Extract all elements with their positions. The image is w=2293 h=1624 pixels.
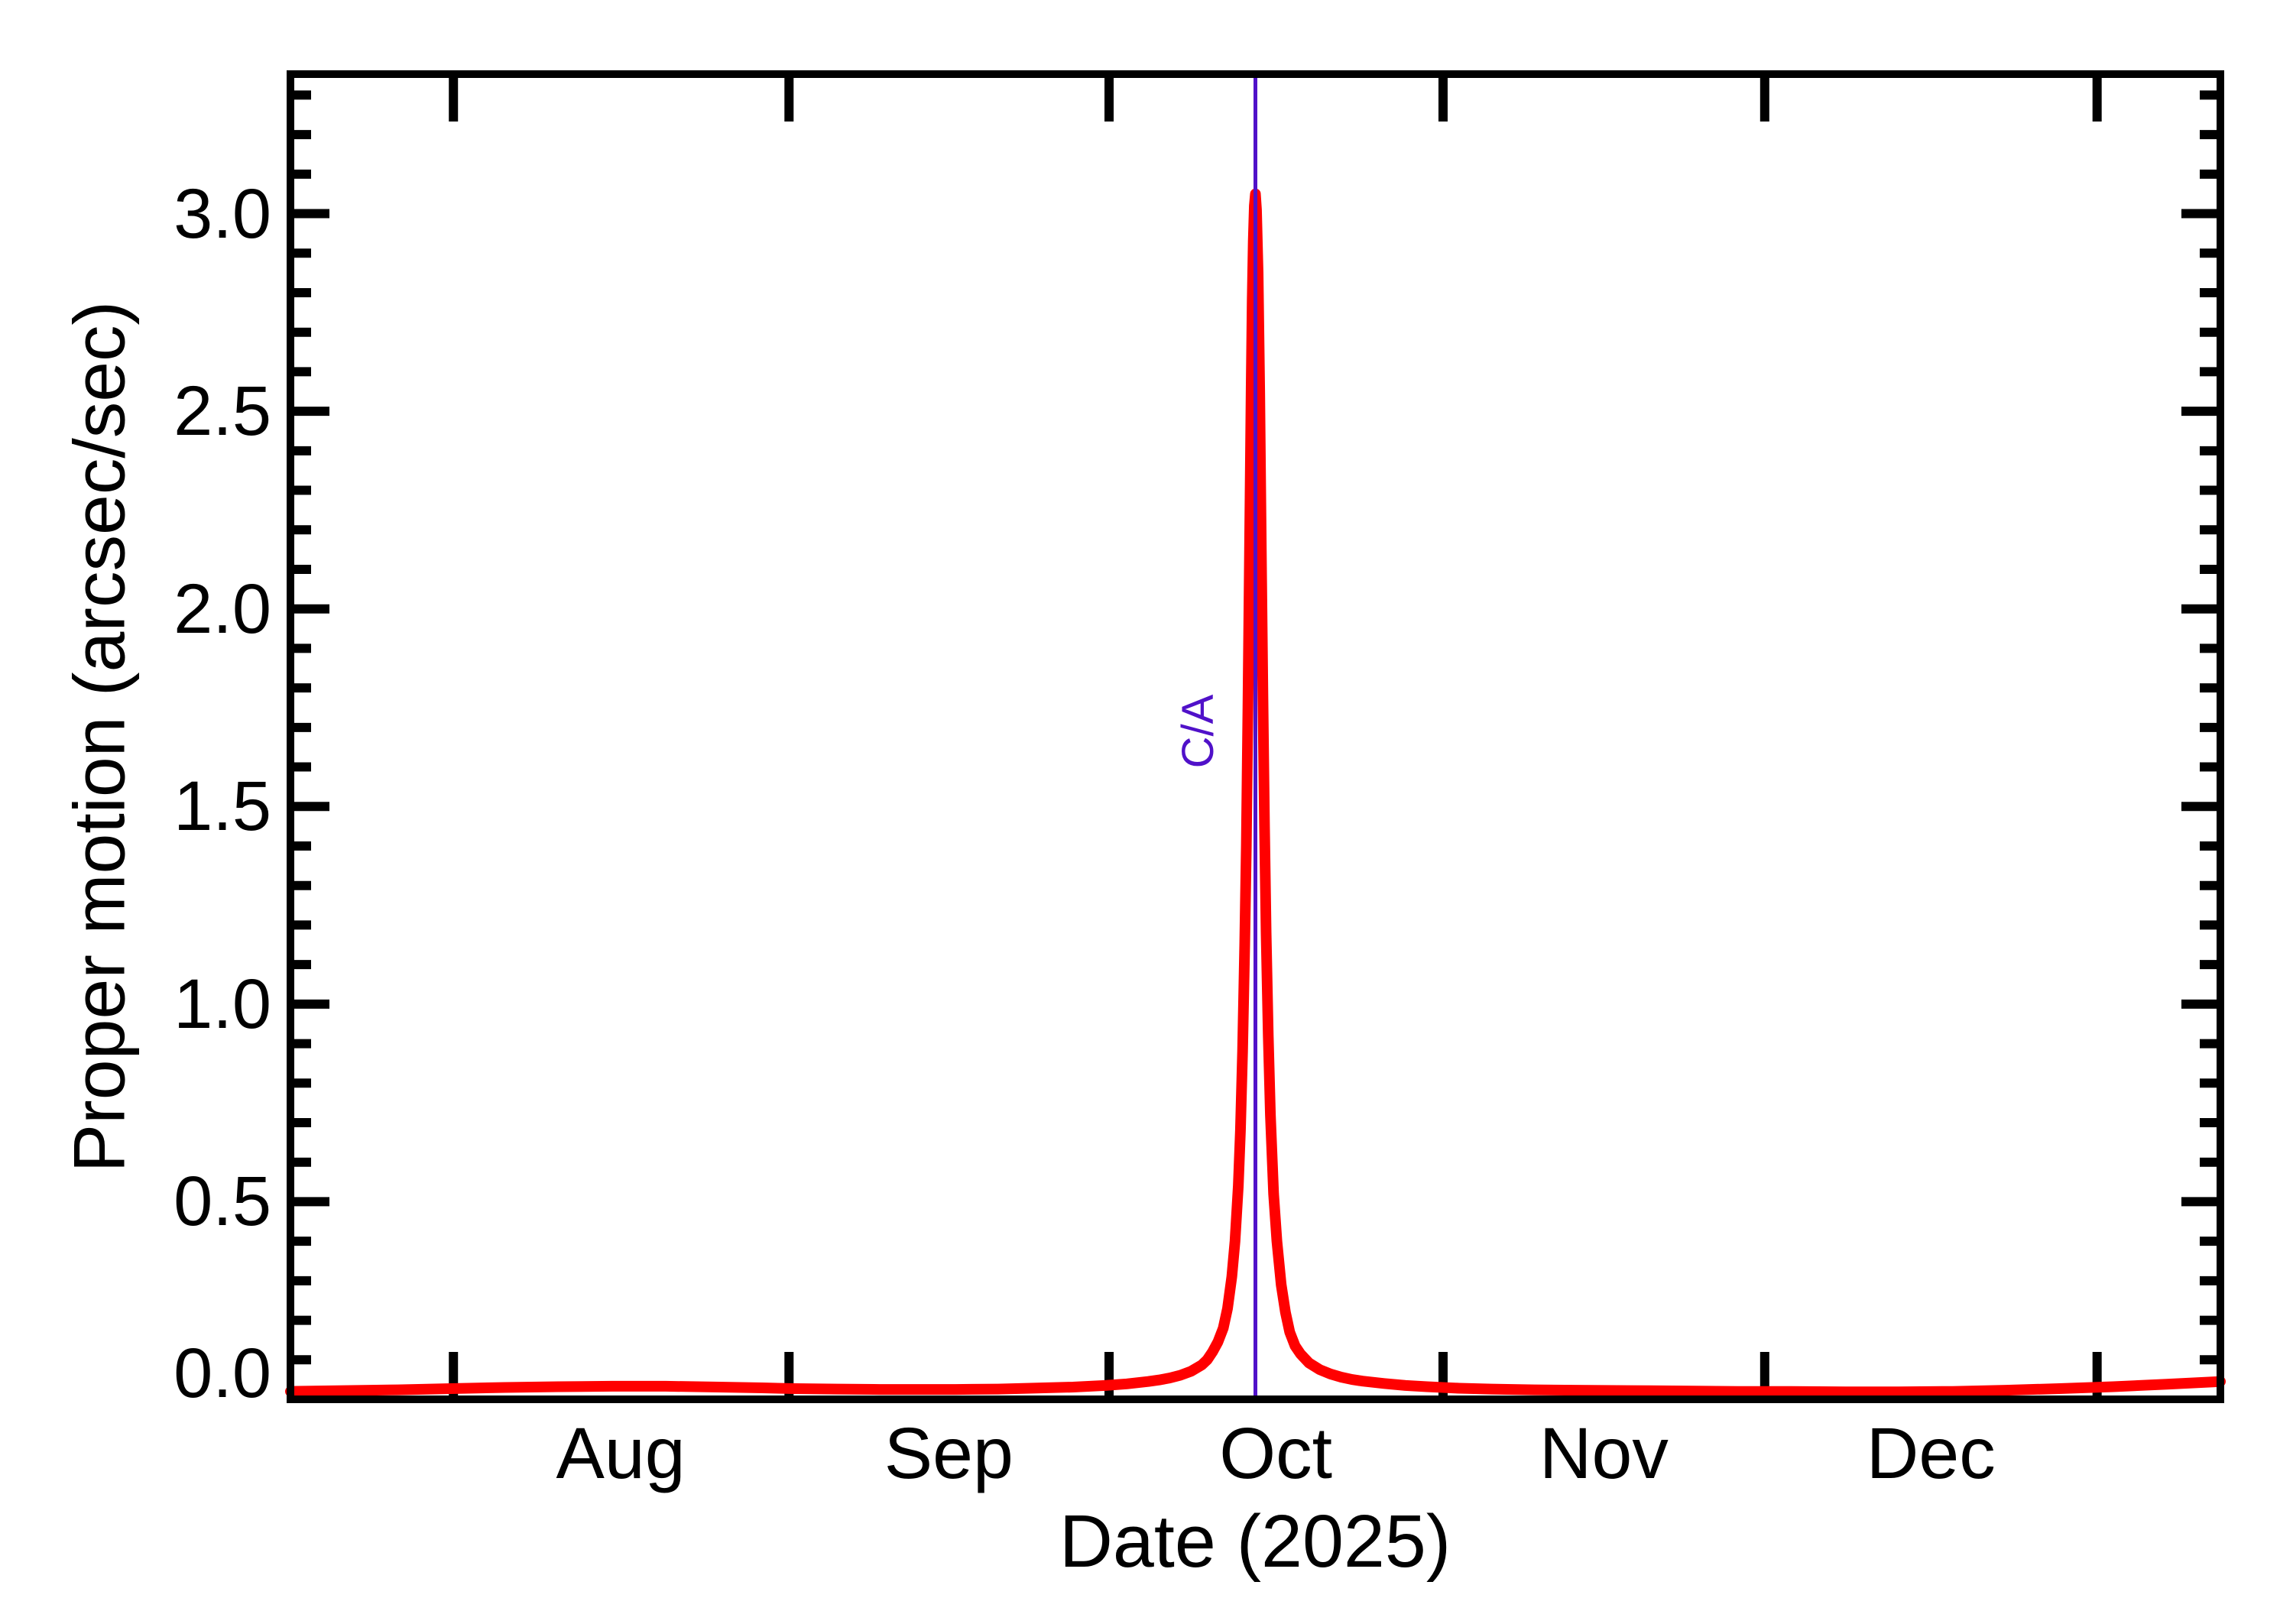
y-tick-label: 0.0 <box>174 1334 271 1412</box>
y-tick-label: 2.0 <box>174 569 271 648</box>
x-axis-title: Date (2025) <box>1059 1499 1451 1583</box>
x-tick-label-nov: Nov <box>1539 1413 1669 1494</box>
y-tick-label: 1.5 <box>174 767 271 846</box>
y-tick-label: 0.5 <box>174 1162 271 1241</box>
x-tick-label-sep: Sep <box>884 1413 1014 1494</box>
y-tick-label: 1.0 <box>174 964 271 1043</box>
y-axis-title: Proper motion (arcsec/sec) <box>59 300 141 1173</box>
x-tick-label-oct: Oct <box>1219 1413 1333 1494</box>
close-approach-label: C/A <box>1172 694 1223 769</box>
x-tick-label-dec: Dec <box>1866 1413 1996 1494</box>
x-tick-label-aug: Aug <box>556 1413 686 1494</box>
y-tick-label: 3.0 <box>174 174 271 253</box>
axis-ticks <box>294 78 2217 1395</box>
y-tick-label: 2.5 <box>174 372 271 451</box>
plot-frame <box>287 70 2224 1403</box>
